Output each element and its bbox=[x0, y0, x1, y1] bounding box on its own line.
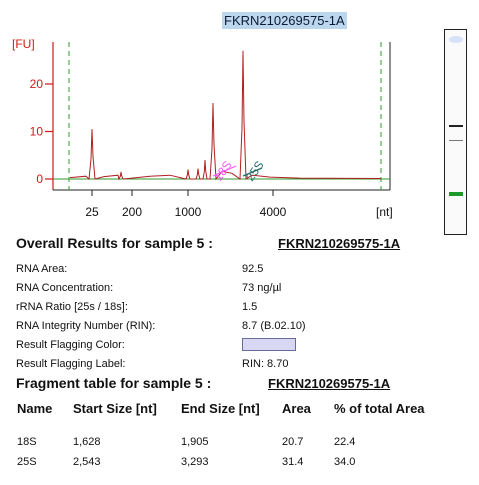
y-tick-label: 20 bbox=[30, 77, 44, 91]
result-label: RNA Concentration: bbox=[16, 282, 114, 294]
fragment-table-heading: Fragment table for sample 5 : bbox=[16, 375, 212, 391]
x-axis-unit-label: [nt] bbox=[376, 205, 393, 219]
overall-results-sample: FKRN210269575-1A bbox=[278, 236, 401, 251]
gel-band-lower-marker bbox=[449, 192, 463, 196]
gel-band-25s bbox=[449, 125, 463, 127]
result-row: rRNA Ratio [25s / 18s]: 1.5 bbox=[16, 300, 476, 314]
trace-line bbox=[69, 50, 382, 181]
table-cell: 2,543 bbox=[73, 456, 101, 468]
column-header-end-size: End Size [nt] bbox=[181, 401, 260, 416]
sample-title: FKRN210269575-1A bbox=[222, 12, 347, 29]
column-header-start-size: Start Size [nt] bbox=[73, 401, 157, 416]
fragment-table-sample: FKRN210269575-1A bbox=[268, 376, 391, 391]
y-axis-unit-label: [FU] bbox=[12, 37, 35, 51]
gel-lane bbox=[444, 29, 467, 235]
peak-label-18s-leader bbox=[212, 165, 237, 177]
result-row: RNA Area: 92.5 bbox=[16, 262, 476, 276]
result-row: RNA Concentration: 73 ng/µl bbox=[16, 281, 476, 295]
peak-label-25s-leader bbox=[242, 167, 263, 177]
x-tick-label: 1000 bbox=[175, 205, 202, 219]
result-value: 92.5 bbox=[242, 263, 264, 275]
result-label: rRNA Ratio [25s / 18s]: bbox=[16, 301, 128, 313]
gel-band-18s bbox=[449, 140, 463, 141]
result-row: RNA Integrity Number (RIN): 8.7 (B.02.10… bbox=[16, 319, 476, 333]
table-cell: 20.7 bbox=[282, 436, 304, 448]
table-cell: 18S bbox=[17, 436, 37, 448]
table-cell: 3,293 bbox=[181, 456, 209, 468]
x-tick-label: 200 bbox=[122, 205, 142, 219]
table-cell: 31.4 bbox=[282, 456, 304, 468]
result-row: Result Flagging Label: RIN: 8.70 bbox=[16, 357, 476, 371]
flagging-color-swatch bbox=[242, 338, 296, 351]
overall-results-heading: Overall Results for sample 5 : bbox=[16, 235, 213, 251]
result-row: Result Flagging Color: bbox=[16, 338, 476, 352]
gel-band-marker-top bbox=[449, 36, 463, 43]
table-cell: 25S bbox=[17, 456, 37, 468]
result-value: 1.5 bbox=[242, 301, 258, 313]
result-label: Result Flagging Label: bbox=[16, 358, 126, 370]
x-tick-label: 4000 bbox=[260, 205, 287, 219]
x-tick-label: 25 bbox=[85, 205, 99, 219]
table-cell: 34.0 bbox=[334, 456, 356, 468]
table-cell: 22.4 bbox=[334, 436, 356, 448]
result-label: RNA Integrity Number (RIN): bbox=[16, 320, 156, 332]
result-value: 8.7 (B.02.10) bbox=[242, 320, 306, 332]
column-header-area: Area bbox=[282, 401, 311, 416]
table-cell: 1,905 bbox=[181, 436, 209, 448]
column-header-name: Name bbox=[17, 401, 53, 416]
result-value: RIN: 8.70 bbox=[242, 358, 289, 370]
y-tick-label: 0 bbox=[36, 172, 43, 186]
result-value: 73 ng/µl bbox=[242, 282, 282, 294]
column-header-percent-area: % of total Area bbox=[334, 401, 425, 416]
y-tick-label: 10 bbox=[30, 125, 44, 139]
table-cell: 1,628 bbox=[73, 436, 101, 448]
result-label: RNA Area: bbox=[16, 263, 68, 275]
result-label: Result Flagging Color: bbox=[16, 339, 125, 351]
